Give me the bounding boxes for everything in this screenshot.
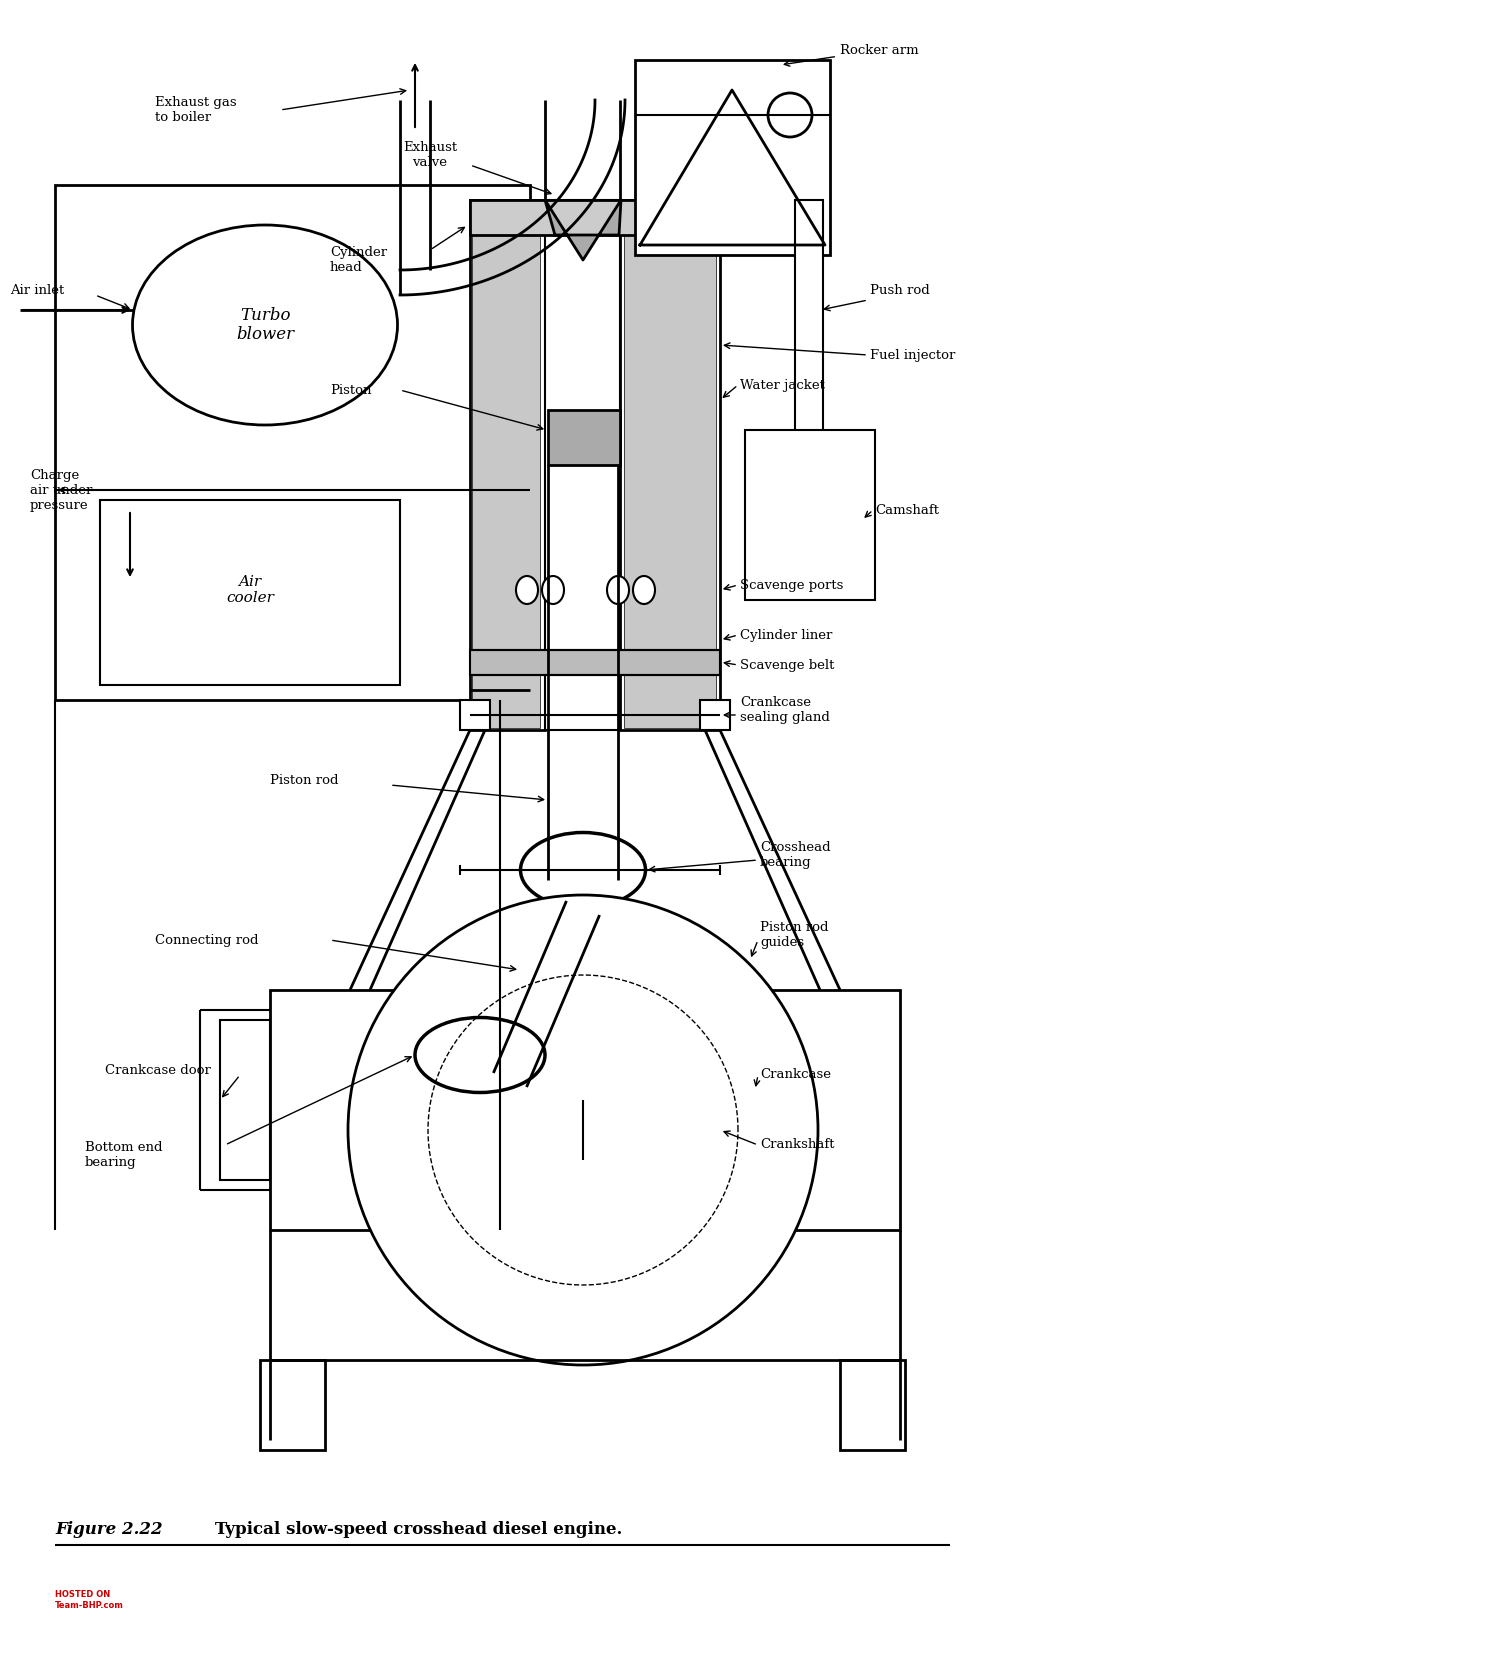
Text: Cylinder
head: Cylinder head	[330, 245, 387, 273]
Text: Push rod: Push rod	[870, 283, 930, 297]
Ellipse shape	[132, 225, 397, 424]
Circle shape	[348, 895, 819, 1365]
Bar	[269, 989, 900, 1229]
Bar	[635, 60, 829, 255]
Circle shape	[792, 502, 828, 539]
Text: Rocker arm: Rocker arm	[784, 43, 918, 66]
Bar	[470, 200, 545, 731]
Bar	[700, 699, 730, 731]
Text: Crankcase: Crankcase	[760, 1069, 831, 1082]
Text: Crankcase door: Crankcase door	[105, 1064, 211, 1077]
Bar	[461, 699, 491, 731]
Text: Crankshaft: Crankshaft	[760, 1138, 834, 1152]
Bar	[545, 200, 620, 731]
Bar	[625, 202, 716, 727]
Ellipse shape	[521, 832, 646, 908]
Ellipse shape	[415, 1017, 545, 1092]
Text: Typical slow-speed crosshead diesel engine.: Typical slow-speed crosshead diesel engi…	[215, 1521, 623, 1538]
Bar	[795, 200, 823, 530]
Text: Camshaft: Camshaft	[874, 504, 939, 517]
Text: Cylinder liner: Cylinder liner	[740, 628, 832, 641]
Text: Piston rod: Piston rod	[269, 774, 339, 787]
Text: Air
cooler: Air cooler	[226, 575, 274, 605]
Text: Fuel injector: Fuel injector	[870, 348, 956, 361]
Bar	[260, 1360, 325, 1450]
Bar	[473, 202, 540, 727]
Ellipse shape	[542, 577, 564, 605]
Bar	[220, 1021, 269, 1180]
Text: Scavenge ports: Scavenge ports	[740, 578, 843, 592]
Text: HOSTED ON
Team-BHP.com: HOSTED ON Team-BHP.com	[56, 1591, 123, 1609]
Text: Water jacket: Water jacket	[740, 378, 825, 391]
Circle shape	[759, 467, 862, 572]
Text: Bottom end
bearing: Bottom end bearing	[84, 1142, 163, 1168]
Bar	[548, 409, 620, 466]
Text: Turbo
blower: Turbo blower	[236, 307, 293, 343]
Bar	[99, 500, 400, 684]
Text: Air inlet: Air inlet	[11, 283, 65, 297]
Polygon shape	[545, 200, 622, 260]
Bar	[56, 186, 530, 699]
Ellipse shape	[516, 577, 537, 605]
Text: Scavenge belt: Scavenge belt	[740, 658, 834, 671]
Text: Piston: Piston	[330, 383, 372, 396]
Bar	[470, 200, 719, 235]
Text: Exhaust gas
to boiler: Exhaust gas to boiler	[155, 96, 236, 124]
Bar	[840, 1360, 905, 1450]
Text: Crosshead
bearing: Crosshead bearing	[760, 842, 831, 868]
Ellipse shape	[634, 577, 655, 605]
Text: Piston rod
guides: Piston rod guides	[760, 921, 828, 949]
Text: Connecting rod: Connecting rod	[155, 933, 259, 946]
Text: Figure 2.22: Figure 2.22	[56, 1521, 163, 1538]
Bar	[620, 200, 719, 731]
Bar	[745, 431, 874, 600]
Text: Charge
air under
pressure: Charge air under pressure	[30, 469, 92, 512]
Circle shape	[768, 93, 813, 138]
Text: Exhaust
valve: Exhaust valve	[403, 141, 458, 169]
Bar	[470, 650, 719, 674]
Ellipse shape	[607, 577, 629, 605]
Text: Crankcase
sealing gland: Crankcase sealing gland	[740, 696, 829, 724]
